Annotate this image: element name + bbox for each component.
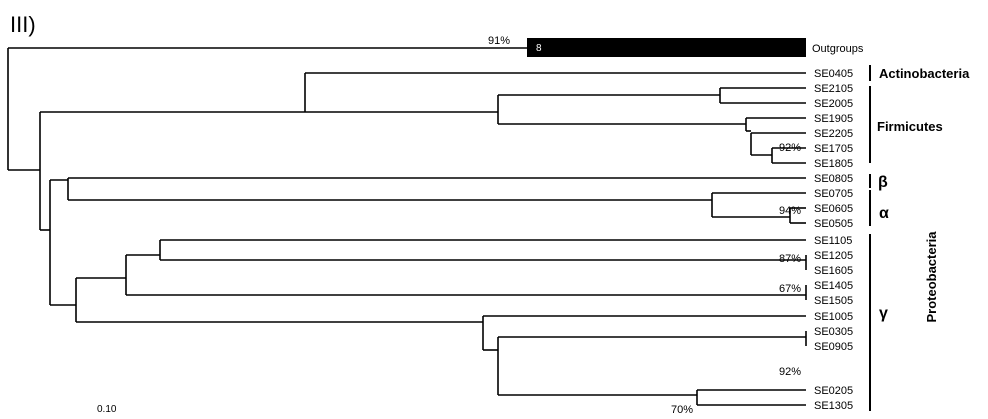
leaf-label: SE1605 (814, 265, 853, 277)
leaf-label: SE1305 (814, 400, 853, 412)
bootstrap-value: 67% (779, 283, 801, 295)
bootstrap-value: 92% (779, 142, 801, 154)
leaf-label: SE1805 (814, 158, 853, 170)
leaf-label: SE0805 (814, 173, 853, 185)
bootstrap-value: 92% (779, 366, 801, 378)
leaf-label: SE0305 (814, 326, 853, 338)
bootstrap-outgroup: 91% (488, 35, 510, 47)
leaf-label: SE1405 (814, 280, 853, 292)
group-label-beta: β (878, 174, 888, 191)
group-label-firmicutes: Firmicutes (877, 119, 943, 134)
bootstrap-value: 94% (779, 205, 801, 217)
tree-branches (7, 47, 807, 406)
bootstrap-value: 87% (779, 253, 801, 265)
leaf-label: SE2005 (814, 98, 853, 110)
bootstrap-values: 92% 94% 87% 67% 92% 70% (671, 142, 801, 416)
outgroup-label: Outgroups (812, 43, 864, 55)
leaf-label: SE0205 (814, 385, 853, 397)
leaf-label: SE1705 (814, 143, 853, 155)
panel-label: III) (10, 12, 36, 37)
leaf-label: SE1905 (814, 113, 853, 125)
leaf-label: SE0705 (814, 188, 853, 200)
leaf-labels: SE0405 SE2105 SE2005 SE1905 SE2205 SE170… (814, 68, 853, 412)
leaf-label: SE0905 (814, 341, 853, 353)
group-label-gamma: γ (879, 305, 888, 322)
leaf-label: SE2205 (814, 128, 853, 140)
leaf-label: SE1505 (814, 295, 853, 307)
scale-bar-label: 0.10 (97, 404, 117, 415)
group-label-actinobacteria: Actinobacteria (879, 66, 970, 81)
outgroup-collapsed-clade (527, 38, 806, 57)
group-label-proteobacteria: Proteobacteria (924, 231, 939, 323)
leaf-label: SE0605 (814, 203, 853, 215)
leaf-label: SE2105 (814, 83, 853, 95)
bootstrap-value: 70% (671, 404, 693, 416)
leaf-label: SE1005 (814, 311, 853, 323)
leaf-label: SE1105 (814, 235, 852, 247)
leaf-label: SE0405 (814, 68, 853, 80)
leaf-label: SE1205 (814, 250, 853, 262)
outgroup-count: 8 (536, 43, 542, 54)
leaf-label: SE0505 (814, 218, 853, 230)
group-label-alpha: α (879, 205, 889, 222)
